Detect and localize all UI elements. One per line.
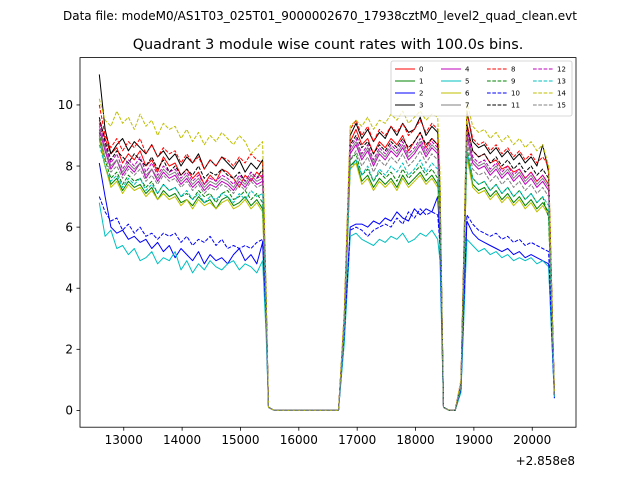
legend-label-13: 13 [557, 78, 566, 86]
plot-frame [79, 57, 577, 428]
x-tick-label: 20000 [513, 433, 551, 447]
legend-label-0: 0 [419, 66, 423, 74]
legend-box [390, 60, 573, 117]
x-offset-label: +2.858e8 [516, 454, 575, 468]
plot-series [98, 74, 555, 411]
y-tick-label: 10 [58, 98, 73, 112]
legend-label-14: 14 [557, 90, 566, 98]
y-tick-label: 8 [65, 159, 73, 173]
legend-label-9: 9 [511, 78, 515, 86]
legend-label-2: 2 [419, 90, 423, 98]
x-tick-label: 16000 [280, 433, 318, 447]
legend-label-5: 5 [465, 78, 469, 86]
legend-label-8: 8 [511, 66, 515, 74]
y-tick-label: 2 [65, 343, 73, 357]
series-line-15 [98, 135, 555, 411]
figure-suptitle: Data file: modeM0/AS1T03_025T01_90000026… [63, 9, 577, 23]
legend-label-6: 6 [465, 90, 470, 98]
legend-label-7: 7 [465, 102, 469, 110]
legend-label-4: 4 [465, 66, 470, 74]
legend-label-10: 10 [511, 90, 520, 98]
x-tick-label: 18000 [396, 433, 434, 447]
x-tick-label: 15000 [221, 433, 259, 447]
x-tick-label: 19000 [455, 433, 493, 447]
chart-title: Quadrant 3 module wise count rates with … [133, 37, 524, 53]
x-tick-label: 14000 [163, 433, 201, 447]
legend-label-11: 11 [511, 102, 520, 110]
x-axis: 13000 14000 15000 16000 17000 18000 19000 20000 [105, 427, 551, 447]
y-axis: 0 2 4 6 8 10 [58, 98, 80, 418]
y-tick-label: 0 [65, 404, 73, 418]
x-tick-label: 13000 [105, 433, 143, 447]
legend-label-12: 12 [557, 66, 566, 74]
x-tick-label: 17000 [338, 433, 376, 447]
legend-label-3: 3 [419, 102, 423, 110]
y-tick-label: 4 [65, 282, 73, 296]
legend-label-15: 15 [557, 102, 566, 110]
y-tick-label: 6 [65, 220, 73, 234]
legend-label-1: 1 [419, 78, 423, 86]
